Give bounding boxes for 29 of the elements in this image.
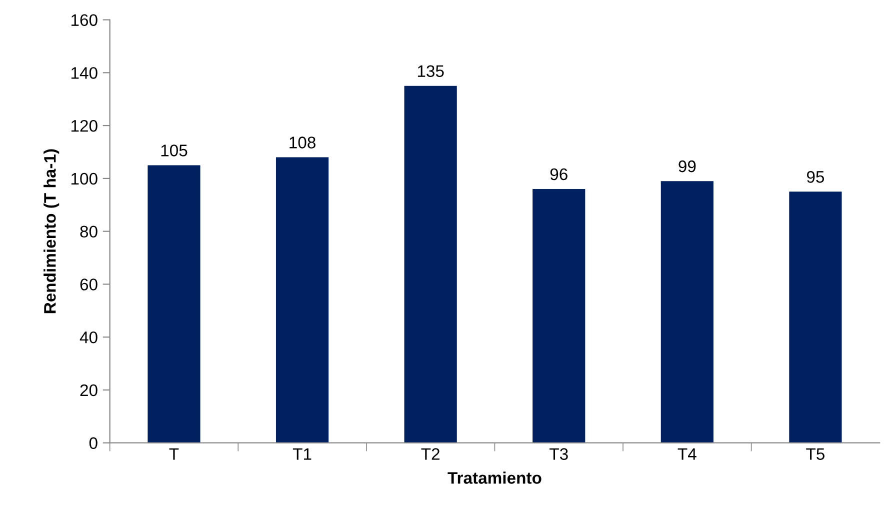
y-tick-label: 40 <box>80 331 98 344</box>
x-tick-label: T3 <box>550 448 568 460</box>
x-axis-title: Tratamiento <box>448 472 542 484</box>
data-label: 108 <box>290 136 316 148</box>
data-label: 105 <box>161 144 188 156</box>
y-tick-label: 0 <box>89 437 98 450</box>
bar <box>276 157 329 443</box>
y-tick-label: 60 <box>80 278 98 290</box>
bar <box>789 192 842 443</box>
bar <box>532 189 586 443</box>
x-tick-label: T1 <box>292 448 312 460</box>
data-label: 95 <box>806 171 824 183</box>
bar <box>404 86 457 443</box>
y-tick-label: 100 <box>72 172 98 185</box>
y-tick-label: 160 <box>72 14 98 26</box>
y-tick-label: 80 <box>80 226 98 238</box>
y-tick-label: 140 <box>72 67 98 79</box>
x-tick-label: T2 <box>421 448 440 460</box>
bar <box>148 165 200 443</box>
x-tick-label: T4 <box>678 448 696 460</box>
x-tick-label: T <box>169 448 179 460</box>
data-label: 99 <box>678 160 696 172</box>
data-label: 96 <box>550 168 568 180</box>
y-tick-label: 120 <box>72 120 98 132</box>
x-tick-label: T5 <box>806 448 824 460</box>
data-label: 135 <box>418 65 444 78</box>
y-axis-title: Rendimiento (T ha-1) <box>44 149 60 314</box>
bar <box>660 181 714 443</box>
y-tick-label: 20 <box>80 384 98 396</box>
